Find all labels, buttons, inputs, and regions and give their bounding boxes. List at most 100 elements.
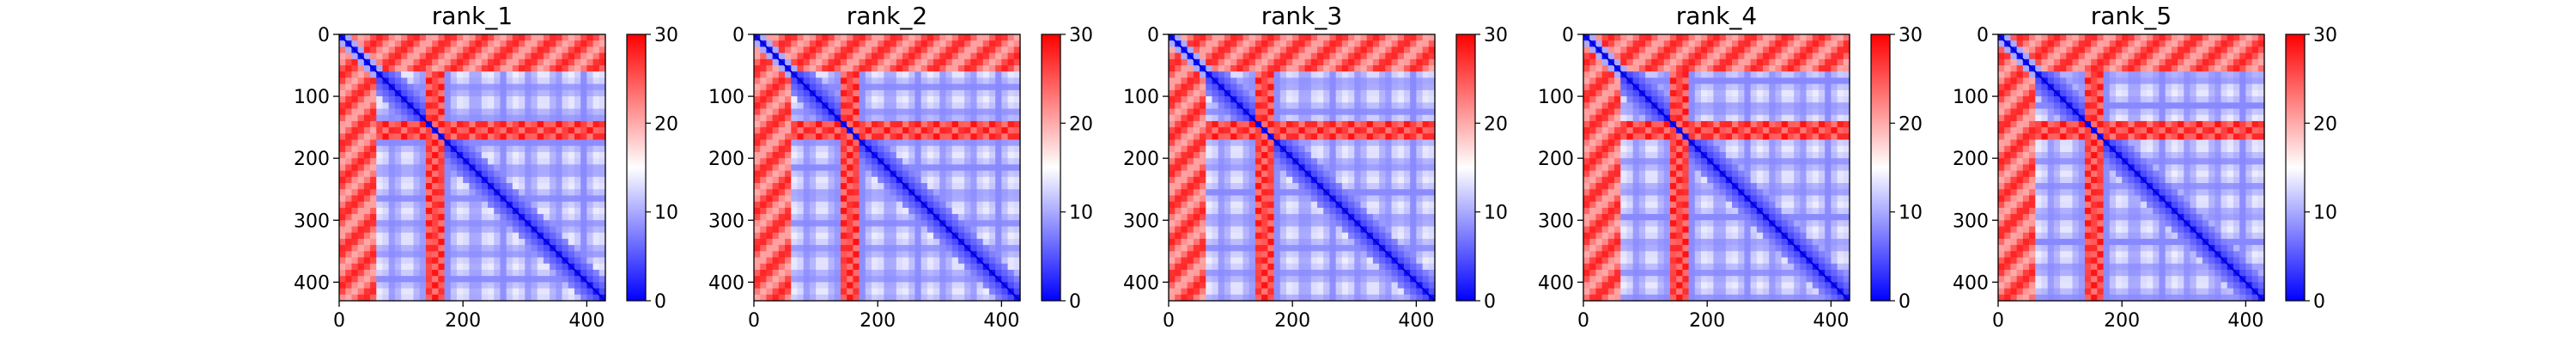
heatmap-cell (1416, 109, 1423, 116)
heatmap-cell (921, 46, 928, 53)
heatmap-cell (958, 202, 965, 209)
heatmap-cell (420, 239, 427, 246)
heatmap-cell (494, 164, 501, 171)
heatmap-cell (773, 202, 780, 209)
heatmap-cell (376, 202, 383, 209)
heatmap-cell (568, 171, 575, 178)
heatmap-cell (407, 251, 414, 258)
heatmap-cell (1298, 127, 1305, 134)
heatmap-cell (1169, 208, 1176, 215)
heatmap-cell (1188, 109, 1194, 116)
heatmap-cell (810, 208, 817, 215)
heatmap-cell (908, 177, 915, 184)
heatmap-cell (785, 96, 792, 103)
heatmap-cell (1236, 189, 1243, 196)
heatmap-cell (538, 183, 544, 190)
heatmap-cell (1360, 65, 1367, 72)
heatmap-cell (754, 115, 761, 122)
heatmap-cell (927, 233, 934, 240)
heatmap-cell (370, 158, 377, 165)
heatmap-cell (1342, 59, 1349, 66)
heatmap-cell (791, 140, 798, 147)
heatmap-cell (1379, 140, 1386, 147)
heatmap-cell (1001, 59, 1008, 66)
heatmap-cell (451, 251, 458, 258)
heatmap-cell (1292, 208, 1299, 215)
heatmap-cell (500, 233, 507, 240)
heatmap-cell (1423, 158, 1430, 165)
heatmap-cell (983, 121, 990, 128)
heatmap-cell (1169, 96, 1176, 103)
heatmap-cell (1342, 189, 1349, 196)
heatmap-cell (1230, 102, 1237, 109)
heatmap-cell (1169, 109, 1176, 116)
heatmap-cell (816, 40, 823, 47)
heatmap-cell (500, 90, 507, 97)
heatmap-cell (1261, 40, 1268, 47)
heatmap-cell (438, 171, 445, 178)
heatmap-cell (754, 177, 761, 184)
heatmap-cell (908, 77, 915, 84)
heatmap-cell (983, 189, 990, 196)
heatmap-cell (507, 115, 513, 122)
heatmap-cell (1311, 115, 1318, 122)
heatmap-cell (469, 195, 476, 202)
heatmap-cell (345, 183, 352, 190)
heatmap-cell (964, 239, 971, 246)
heatmap-cell (1236, 65, 1243, 72)
heatmap-cell (370, 289, 377, 296)
heatmap-cell (1367, 195, 1374, 202)
heatmap-cell (1008, 177, 1015, 184)
heatmap-cell (1398, 96, 1405, 103)
heatmap-cell (908, 202, 915, 209)
heatmap-cell (556, 164, 562, 171)
heatmap-cell (1329, 77, 1336, 84)
heatmap-cell (829, 77, 835, 84)
heatmap-cell (339, 214, 346, 221)
heatmap-cell (580, 158, 587, 165)
heatmap-cell (1360, 46, 1367, 53)
heatmap-cell (1410, 90, 1417, 97)
heatmap-cell (760, 65, 767, 72)
heatmap-cell (1336, 164, 1343, 171)
heatmap-cell (1274, 195, 1281, 202)
heatmap-cell (1188, 40, 1194, 47)
heatmap-cell (816, 183, 823, 190)
heatmap-cell (1298, 183, 1305, 190)
heatmap-cell (358, 65, 365, 72)
heatmap-cell (816, 264, 823, 271)
heatmap-cell (773, 183, 780, 190)
heatmap-cell (927, 53, 934, 60)
heatmap-cell (1329, 183, 1336, 190)
heatmap-cell (1336, 102, 1343, 109)
heatmap-cell (890, 133, 897, 140)
heatmap-cell (785, 140, 792, 147)
heatmap-cell (556, 152, 562, 159)
heatmap-cell (1360, 115, 1367, 122)
heatmap-cell (580, 251, 587, 258)
heatmap-cell (791, 96, 798, 103)
heatmap-cell (401, 84, 408, 91)
heatmap-cell (358, 158, 365, 165)
heatmap-cell (531, 239, 538, 246)
heatmap-cell (538, 46, 544, 53)
heatmap-cell (1001, 121, 1008, 128)
heatmap-cell (773, 245, 780, 252)
heatmap-cell (939, 164, 946, 171)
heatmap-cell (1354, 77, 1361, 84)
heatmap-cell (414, 65, 421, 72)
heatmap-cell (927, 152, 934, 159)
heatmap-cell (872, 208, 878, 215)
heatmap-cell (550, 133, 556, 140)
heatmap-cell (902, 164, 909, 171)
heatmap-cell (1194, 96, 1200, 103)
heatmap-cell (345, 102, 352, 109)
heatmap-cell (939, 226, 946, 233)
heatmap-cell (1360, 146, 1367, 153)
heatmap-cell (804, 189, 811, 196)
heatmap-cell (754, 152, 761, 159)
heatmap-cell (345, 276, 352, 283)
heatmap-cell (1354, 195, 1361, 202)
heatmap-cell (829, 189, 835, 196)
heatmap-cell (376, 208, 383, 215)
